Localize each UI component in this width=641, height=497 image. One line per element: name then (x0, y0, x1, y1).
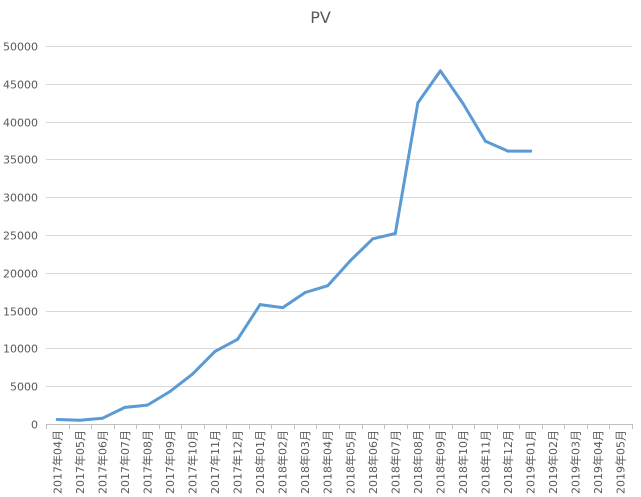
x-tick-label: 2018年04月 (321, 430, 335, 494)
axes (46, 424, 633, 429)
data-point (145, 403, 149, 407)
data-point (100, 416, 104, 420)
x-tick-label: 2018年10月 (456, 430, 470, 494)
x-tick-label: 2018年02月 (276, 430, 290, 494)
x-tick-label: 2019年03月 (569, 430, 583, 494)
y-tick-label: 50000 (3, 41, 38, 54)
data-point (326, 284, 330, 288)
y-tick-label: 15000 (3, 306, 38, 319)
data-point (303, 291, 307, 294)
x-axis-tick-labels: 2017年04月 2017年05月 2017年06月 2017年07月 2017年08月… (50, 430, 627, 494)
data-point (393, 232, 397, 235)
x-tick-label: 2017年07月 (118, 430, 132, 494)
y-tick-label: 25000 (3, 230, 38, 243)
x-tick-label: 2018年11月 (479, 430, 493, 494)
y-tick-label: 5000 (10, 381, 38, 394)
data-point (123, 405, 127, 409)
y-tick-label: 30000 (3, 192, 38, 205)
data-point (281, 306, 285, 310)
x-tick-label: 2018年01月 (253, 430, 267, 494)
chart-title: PV (310, 8, 331, 27)
data-point (506, 149, 510, 153)
x-tick-label: 2017年11月 (208, 430, 222, 494)
x-tick-label: 2017年06月 (95, 430, 109, 494)
data-point (213, 349, 217, 353)
y-tick-label: 35000 (3, 154, 38, 167)
x-tick-label: 2018年03月 (298, 430, 312, 494)
data-point (78, 418, 82, 422)
x-tick-label: 2017年10月 (186, 430, 200, 494)
x-tick-label: 2019年02月 (546, 430, 560, 494)
data-point (484, 139, 487, 143)
data-point (258, 303, 262, 307)
x-tick-label: 2018年12月 (501, 430, 515, 494)
x-tick-label: 2018年09月 (433, 430, 447, 494)
x-tick-label: 2019年05月 (614, 430, 628, 494)
series-line (55, 69, 533, 422)
data-point (348, 259, 352, 263)
y-tick-label: 45000 (3, 79, 38, 92)
x-tick-label: 2018年06月 (366, 430, 380, 494)
x-tick-label: 2018年08月 (411, 430, 425, 494)
data-point (168, 390, 172, 393)
gridlines (46, 46, 632, 387)
x-tick-label: 2018年05月 (343, 430, 357, 494)
x-tick-label: 2017年08月 (140, 430, 154, 494)
data-point (236, 337, 240, 341)
y-axis-tick-labels: 0 5000 10000 15000 20000 25000 30000 35000 40000… (3, 41, 38, 432)
x-tick-label: 2017年09月 (163, 430, 177, 494)
y-tick-label: 40000 (3, 117, 38, 130)
data-point (461, 102, 465, 105)
y-tick-label: 0 (31, 419, 38, 432)
y-tick-label: 20000 (3, 268, 38, 281)
x-tick-label: 2017年04月 (50, 430, 64, 494)
data-point (438, 69, 442, 73)
series (55, 69, 533, 422)
data-point (191, 372, 194, 376)
data-point (416, 101, 420, 105)
x-tick-label: 2018年07月 (388, 430, 402, 494)
x-tick-label: 2017年05月 (73, 430, 87, 494)
data-point (371, 237, 375, 241)
x-tick-label: 2017年12月 (231, 430, 245, 494)
x-tick-label: 2019年01月 (524, 430, 538, 494)
data-point (529, 149, 533, 153)
y-tick-label: 10000 (3, 343, 38, 356)
data-point (55, 418, 59, 421)
x-tick-label: 2019年04月 (591, 430, 605, 494)
